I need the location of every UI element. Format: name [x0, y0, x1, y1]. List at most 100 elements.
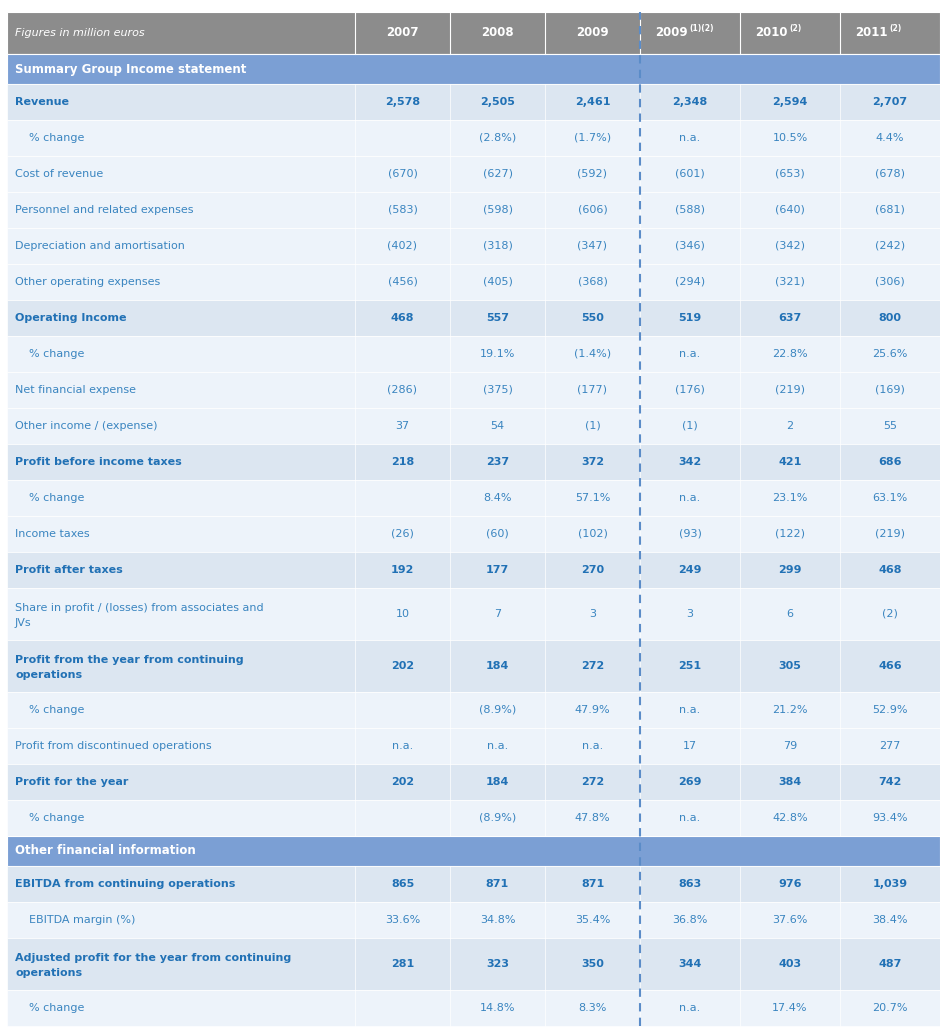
- Text: 34.8%: 34.8%: [479, 915, 515, 925]
- Text: 742: 742: [878, 777, 901, 787]
- Text: (342): (342): [775, 241, 805, 251]
- Text: 800: 800: [879, 313, 901, 323]
- Text: (1): (1): [585, 421, 601, 431]
- Text: (2): (2): [882, 609, 898, 619]
- Text: Cost of revenue: Cost of revenue: [15, 169, 103, 179]
- Text: 863: 863: [679, 879, 701, 889]
- Bar: [7, 12, 940, 54]
- Text: 2,461: 2,461: [574, 97, 610, 107]
- Text: (588): (588): [675, 205, 705, 215]
- Text: % change: % change: [29, 133, 85, 143]
- Text: 249: 249: [679, 565, 702, 575]
- Text: (176): (176): [675, 385, 705, 395]
- Text: 37.6%: 37.6%: [773, 915, 807, 925]
- Text: 2007: 2007: [386, 27, 418, 39]
- Text: 272: 272: [581, 661, 604, 671]
- Text: 21.2%: 21.2%: [773, 705, 807, 714]
- Text: (592): (592): [577, 169, 607, 179]
- Text: 2009: 2009: [655, 27, 688, 39]
- Text: (347): (347): [577, 241, 607, 251]
- Text: 47.8%: 47.8%: [574, 813, 610, 823]
- Text: n.a.: n.a.: [680, 1003, 700, 1013]
- Text: 52.9%: 52.9%: [872, 705, 908, 714]
- Text: 218: 218: [391, 457, 415, 467]
- Text: (2.8%): (2.8%): [478, 133, 516, 143]
- Text: operations: operations: [15, 969, 82, 978]
- Text: (1)(2): (1)(2): [689, 24, 713, 32]
- Text: operations: operations: [15, 670, 82, 680]
- Bar: [7, 866, 940, 902]
- Text: 342: 342: [679, 457, 701, 467]
- Text: % change: % change: [29, 705, 85, 714]
- Text: 7: 7: [494, 609, 501, 619]
- Text: 350: 350: [581, 959, 603, 969]
- Text: 55: 55: [883, 421, 897, 431]
- Text: Figures in million euros: Figures in million euros: [15, 28, 145, 38]
- Text: 2,348: 2,348: [672, 97, 708, 107]
- Text: 519: 519: [679, 313, 701, 323]
- Bar: [7, 588, 940, 640]
- Text: (102): (102): [577, 529, 607, 539]
- Text: % change: % change: [29, 349, 85, 359]
- Text: 184: 184: [486, 777, 509, 787]
- Text: % change: % change: [29, 813, 85, 823]
- Text: (640): (640): [776, 205, 805, 215]
- Text: 2009: 2009: [576, 27, 609, 39]
- Text: 63.1%: 63.1%: [872, 493, 908, 503]
- Bar: [7, 728, 940, 764]
- Text: 14.8%: 14.8%: [479, 1003, 515, 1013]
- Bar: [7, 692, 940, 728]
- Text: 4.4%: 4.4%: [876, 133, 904, 143]
- Text: 468: 468: [391, 313, 415, 323]
- Text: 177: 177: [486, 565, 509, 575]
- Text: 637: 637: [778, 313, 802, 323]
- Text: 272: 272: [581, 777, 604, 787]
- Text: 23.1%: 23.1%: [773, 493, 807, 503]
- Text: (26): (26): [391, 529, 414, 539]
- Text: 871: 871: [486, 879, 509, 889]
- Text: Depreciation and amortisation: Depreciation and amortisation: [15, 241, 185, 251]
- Text: Summary Group Income statement: Summary Group Income statement: [15, 62, 246, 75]
- Text: (375): (375): [482, 385, 512, 395]
- Text: n.a.: n.a.: [680, 705, 700, 714]
- Text: Share in profit / (losses) from associates and: Share in profit / (losses) from associat…: [15, 603, 263, 613]
- Bar: [7, 120, 940, 156]
- Text: Revenue: Revenue: [15, 97, 69, 107]
- Bar: [7, 990, 940, 1026]
- Text: (286): (286): [387, 385, 417, 395]
- Text: 17: 17: [683, 741, 697, 751]
- Text: 3: 3: [589, 609, 596, 619]
- Bar: [7, 264, 940, 300]
- Text: 42.8%: 42.8%: [772, 813, 807, 823]
- Text: 3: 3: [686, 609, 694, 619]
- Text: JVs: JVs: [15, 618, 32, 629]
- Text: 270: 270: [581, 565, 604, 575]
- Text: 10.5%: 10.5%: [773, 133, 807, 143]
- Text: (60): (60): [486, 529, 509, 539]
- Text: (681): (681): [875, 205, 905, 215]
- Text: 54: 54: [491, 421, 505, 431]
- Bar: [7, 800, 940, 837]
- Text: 37: 37: [396, 421, 410, 431]
- Text: 25.6%: 25.6%: [872, 349, 908, 359]
- Text: 202: 202: [391, 661, 414, 671]
- Bar: [7, 640, 940, 692]
- Text: (306): (306): [875, 277, 905, 287]
- Text: % change: % change: [29, 493, 85, 503]
- Text: 2,594: 2,594: [773, 97, 807, 107]
- Text: EBITDA from continuing operations: EBITDA from continuing operations: [15, 879, 235, 889]
- Text: 35.4%: 35.4%: [575, 915, 610, 925]
- Bar: [7, 192, 940, 229]
- Text: 1,039: 1,039: [872, 879, 907, 889]
- Text: Other financial information: Other financial information: [15, 845, 196, 857]
- Bar: [7, 480, 940, 516]
- Text: Other income / (expense): Other income / (expense): [15, 421, 158, 431]
- Text: 184: 184: [486, 661, 509, 671]
- Text: (402): (402): [387, 241, 417, 251]
- Bar: [7, 336, 940, 372]
- Text: Profit before income taxes: Profit before income taxes: [15, 457, 181, 467]
- Text: Profit after taxes: Profit after taxes: [15, 565, 123, 575]
- Text: (2): (2): [789, 24, 801, 32]
- Text: 38.4%: 38.4%: [872, 915, 908, 925]
- Bar: [7, 902, 940, 938]
